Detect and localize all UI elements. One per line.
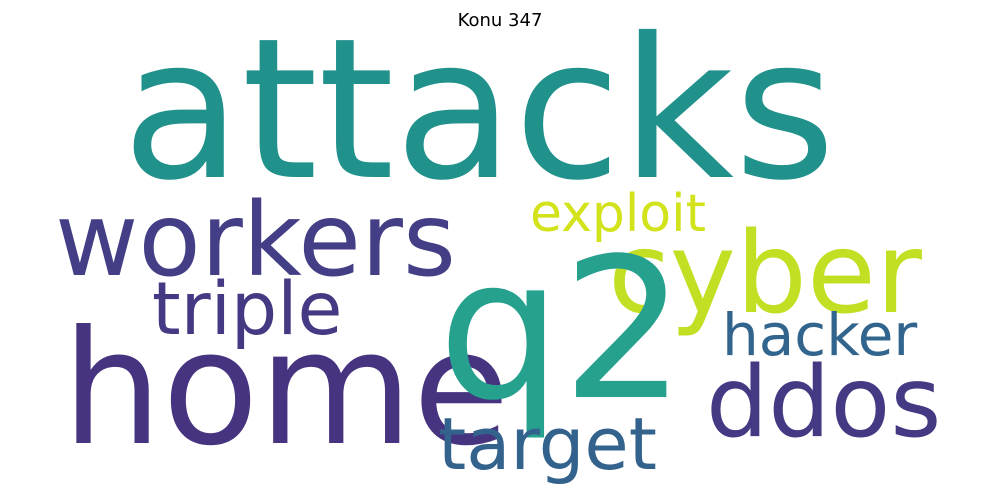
word-triple: triple bbox=[152, 267, 343, 352]
word-exploit: exploit bbox=[530, 184, 706, 244]
word-cyber: cyber bbox=[608, 209, 922, 339]
chart-title: Konu 347 bbox=[457, 10, 543, 31]
word-workers: workers bbox=[55, 181, 457, 300]
word-ddos: ddos bbox=[706, 346, 942, 460]
word-home: home bbox=[62, 297, 510, 481]
word-attacks: attacks bbox=[122, 0, 836, 223]
word-q2: q2 bbox=[438, 216, 686, 443]
word-target: target bbox=[438, 402, 657, 486]
word-hacker: hacker bbox=[722, 301, 918, 369]
